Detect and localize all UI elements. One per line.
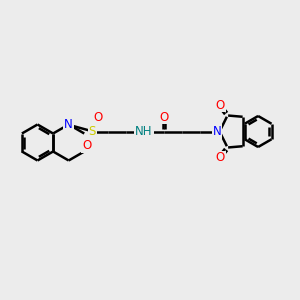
- Text: N: N: [213, 125, 221, 138]
- Text: S: S: [89, 125, 96, 138]
- Text: O: O: [215, 98, 225, 112]
- Text: NH: NH: [135, 125, 153, 138]
- Text: O: O: [93, 111, 103, 124]
- Text: O: O: [82, 139, 92, 152]
- Text: O: O: [215, 152, 225, 164]
- Text: N: N: [64, 118, 73, 131]
- Text: O: O: [159, 110, 169, 124]
